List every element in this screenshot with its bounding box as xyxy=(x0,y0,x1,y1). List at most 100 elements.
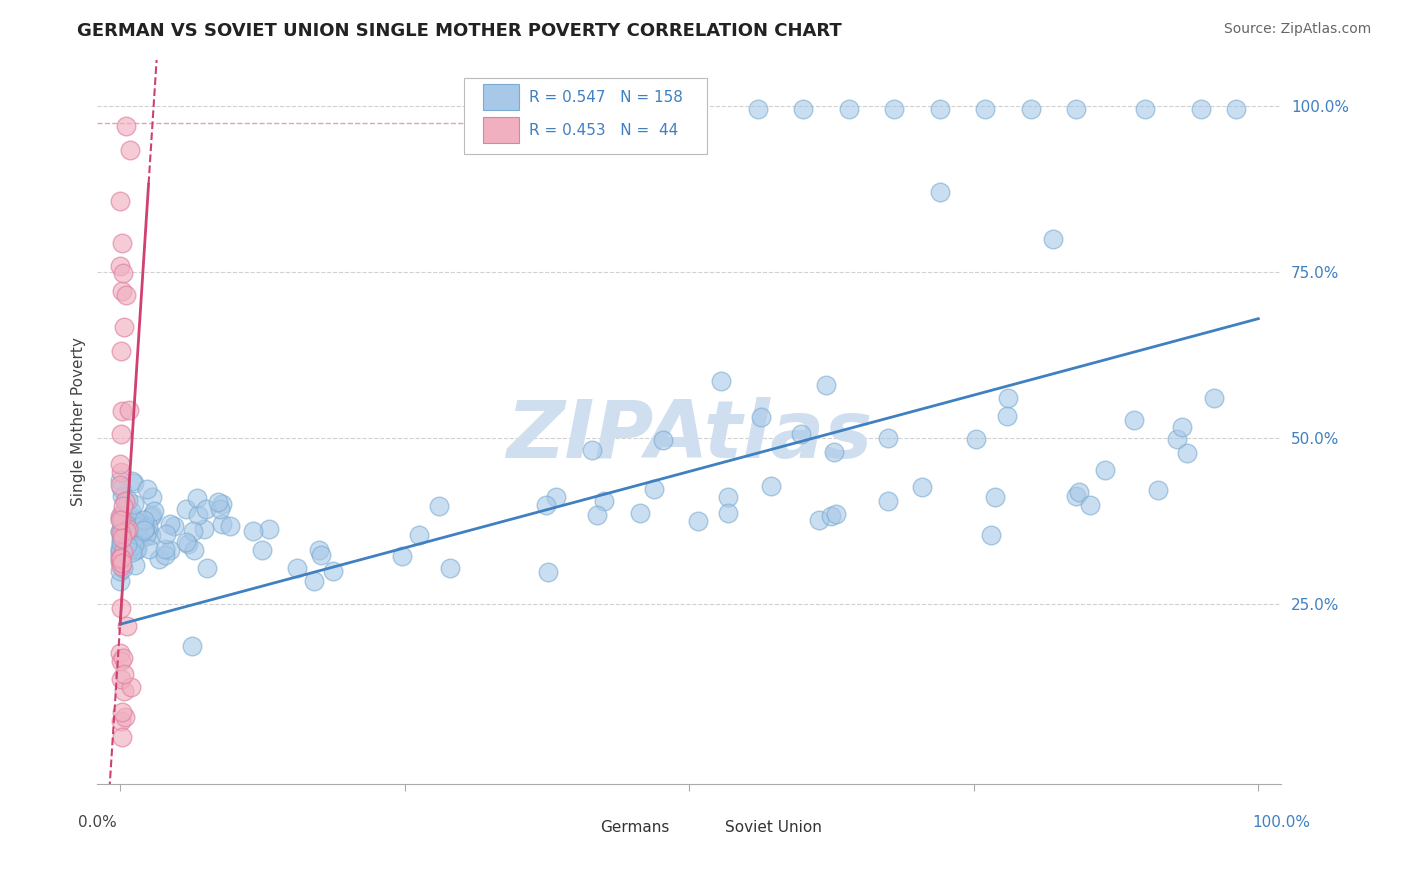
Point xyxy=(1166,432,1188,446)
Point xyxy=(581,443,603,458)
Point xyxy=(1175,446,1198,460)
Point xyxy=(112,320,135,334)
Point xyxy=(125,543,148,558)
Point xyxy=(112,526,135,541)
Point xyxy=(148,552,170,566)
Point xyxy=(142,504,165,518)
FancyBboxPatch shape xyxy=(484,117,519,143)
Point xyxy=(110,541,132,555)
Point xyxy=(790,426,813,441)
Point xyxy=(114,710,136,724)
Point xyxy=(1189,103,1212,117)
Point xyxy=(174,535,197,549)
Point xyxy=(974,103,997,117)
Point xyxy=(717,490,740,504)
Point xyxy=(759,479,782,493)
Point xyxy=(111,522,134,536)
Point xyxy=(115,540,138,554)
Point xyxy=(114,494,136,508)
Point xyxy=(117,492,139,507)
Point xyxy=(139,527,162,541)
Point xyxy=(219,519,242,533)
Point xyxy=(1094,463,1116,477)
Point xyxy=(111,404,134,418)
Point xyxy=(110,714,132,729)
Point xyxy=(883,103,905,117)
Point xyxy=(115,538,138,552)
Point xyxy=(115,287,138,301)
Point xyxy=(127,520,149,534)
Point xyxy=(1019,103,1042,117)
Point xyxy=(427,499,450,513)
Point xyxy=(391,549,413,563)
Point xyxy=(110,524,132,538)
Point xyxy=(134,523,156,537)
Point xyxy=(115,619,138,633)
Point xyxy=(118,543,141,558)
Point xyxy=(439,561,461,575)
Point xyxy=(121,545,143,559)
Point xyxy=(120,144,142,158)
Point xyxy=(131,516,153,531)
Point xyxy=(111,561,134,575)
Point xyxy=(911,481,934,495)
Point xyxy=(110,551,132,566)
Point xyxy=(135,529,157,543)
Point xyxy=(181,524,204,538)
Point xyxy=(110,564,132,578)
Point xyxy=(110,532,132,546)
Point xyxy=(117,402,139,417)
Point xyxy=(120,504,142,518)
Point xyxy=(408,528,430,542)
Point xyxy=(983,490,1005,504)
Point xyxy=(110,510,132,524)
Point xyxy=(877,431,900,445)
Point xyxy=(792,103,814,117)
Text: R = 0.547   N = 158: R = 0.547 N = 158 xyxy=(530,90,683,104)
Point xyxy=(110,513,132,527)
Point xyxy=(980,528,1002,542)
Text: 100.0%: 100.0% xyxy=(1253,815,1310,830)
Point xyxy=(1171,420,1194,434)
Point xyxy=(1133,103,1156,117)
Point xyxy=(110,555,132,569)
Point xyxy=(108,513,131,527)
Point xyxy=(108,457,131,471)
FancyBboxPatch shape xyxy=(484,84,519,110)
Point xyxy=(112,531,135,545)
Point xyxy=(643,482,665,496)
Text: Source: ZipAtlas.com: Source: ZipAtlas.com xyxy=(1223,22,1371,37)
Point xyxy=(110,465,132,479)
Point xyxy=(250,543,273,558)
Point xyxy=(139,509,162,524)
Point xyxy=(308,542,330,557)
Point xyxy=(115,527,138,541)
Point xyxy=(115,524,138,539)
Point xyxy=(115,533,138,548)
Point xyxy=(183,543,205,558)
Point xyxy=(242,524,264,538)
Point xyxy=(110,556,132,570)
Point xyxy=(534,498,557,512)
Point xyxy=(108,574,131,588)
Point xyxy=(141,508,163,523)
FancyBboxPatch shape xyxy=(688,818,717,838)
Point xyxy=(155,541,177,556)
Point xyxy=(108,259,131,273)
Point xyxy=(159,516,181,531)
Point xyxy=(108,508,131,523)
Point xyxy=(110,550,132,565)
Point xyxy=(111,266,134,280)
Point xyxy=(1147,483,1170,497)
Point xyxy=(1042,232,1064,246)
FancyBboxPatch shape xyxy=(564,818,592,838)
Point xyxy=(311,549,333,563)
Point xyxy=(211,497,233,511)
Point xyxy=(122,475,145,490)
Point xyxy=(110,535,132,549)
Point xyxy=(1204,392,1226,406)
Point xyxy=(195,502,218,516)
Point xyxy=(112,683,135,698)
Point xyxy=(110,525,132,540)
Point xyxy=(155,527,177,541)
